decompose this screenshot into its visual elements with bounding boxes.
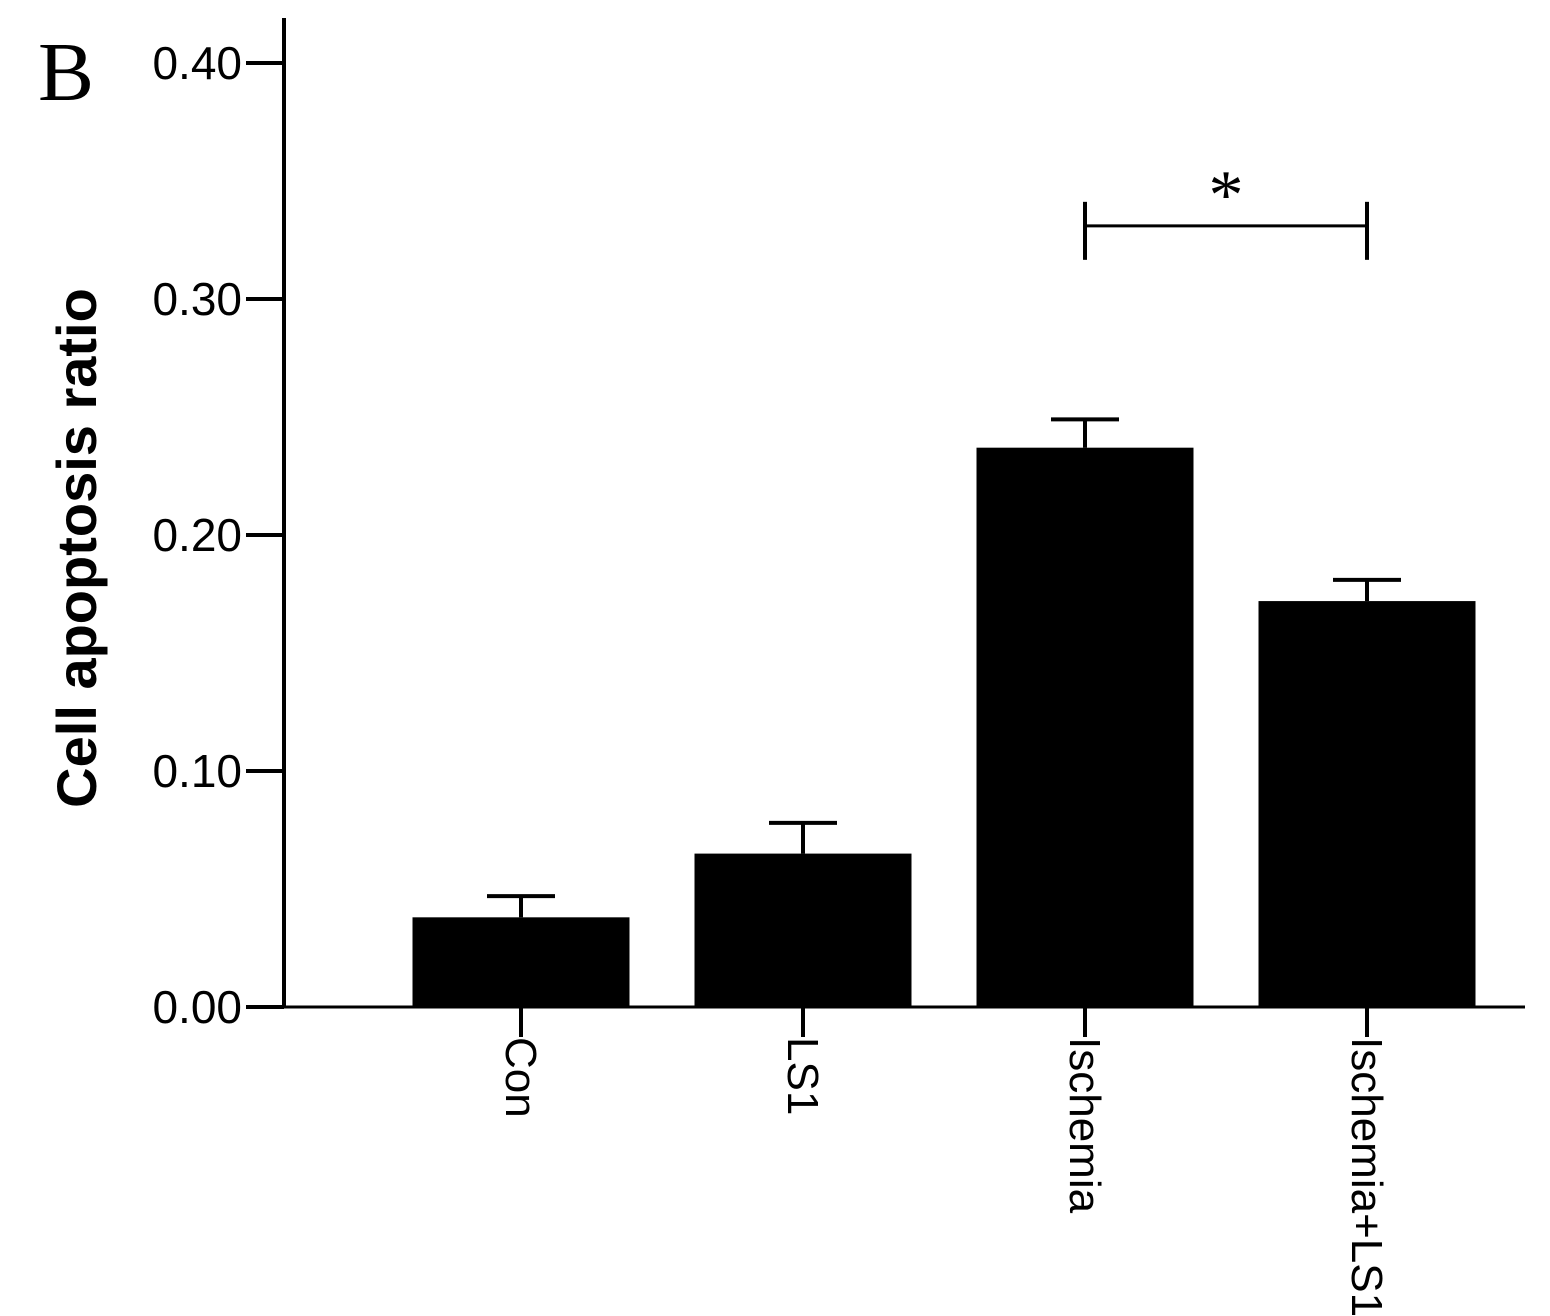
significance-label: * <box>1209 157 1244 234</box>
y-axis-label-group: Cell apoptosis ratio <box>45 288 108 808</box>
y-tick-label: 0.20 <box>152 509 242 561</box>
bars <box>412 417 1476 1007</box>
x-category-label: LS1 <box>778 1037 827 1115</box>
bar <box>976 447 1194 1007</box>
x-category-label: Ischemia+LS1 <box>1342 1037 1391 1316</box>
y-tick-label: 0.40 <box>152 37 242 89</box>
annotations: * <box>1083 157 1369 260</box>
bar <box>694 853 912 1007</box>
y-tick-label: 0.10 <box>152 745 242 797</box>
axes: 0.00 0.10 0.20 0.30 0.40 Con LS1 Ischemia Ischem… <box>152 18 1525 1316</box>
bar <box>412 917 630 1007</box>
x-category-label: Ischemia <box>1060 1037 1109 1214</box>
y-axis-label: Cell apoptosis ratio <box>45 288 108 808</box>
bar <box>1258 601 1476 1007</box>
x-category-label: Con <box>496 1037 545 1118</box>
y-tick-label: 0.30 <box>152 273 242 325</box>
y-tick-label: 0.00 <box>152 981 242 1033</box>
panel-label: B <box>38 26 94 119</box>
